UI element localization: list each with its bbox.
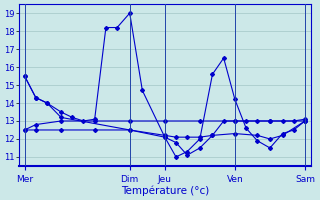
X-axis label: Température (°c): Température (°c) — [121, 185, 209, 196]
